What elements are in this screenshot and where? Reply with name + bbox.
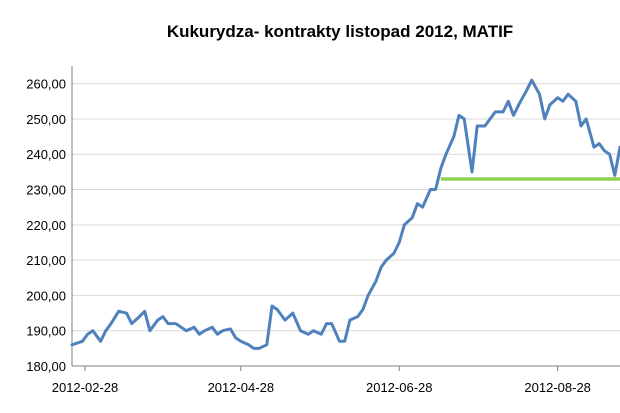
x-tick-label: 2012-04-28 [208, 380, 275, 395]
axes [71, 66, 620, 367]
series-group [70, 78, 620, 350]
x-tick-label: 2012-08-28 [524, 380, 591, 395]
y-tick-label: 220,00 [26, 218, 66, 233]
y-tick-label: 190,00 [26, 324, 66, 339]
chart-title: Kukurydza- kontrakty listopad 2012, MATI… [167, 22, 513, 41]
x-tick-label: 2012-06-28 [366, 380, 433, 395]
y-tick-label: 250,00 [26, 112, 66, 127]
x-tick-label: 2012-02-28 [52, 380, 119, 395]
y-tick-label: 210,00 [26, 253, 66, 268]
y-tick-label: 200,00 [26, 288, 66, 303]
grid [72, 83, 620, 332]
y-tick-label: 260,00 [26, 77, 66, 92]
y-tick-label: 240,00 [26, 147, 66, 162]
y-tick-label: 230,00 [26, 183, 66, 198]
price-series-line [70, 78, 620, 350]
x-axis-ticks: 2012-02-28 2012-04-28 2012-06-28 2012-08-28 [52, 366, 591, 395]
y-tick-label: 180,00 [26, 359, 66, 374]
y-axis-ticks: 180,00 190,00 200,00 210,00 220,00 230,00 240,… [26, 77, 66, 374]
